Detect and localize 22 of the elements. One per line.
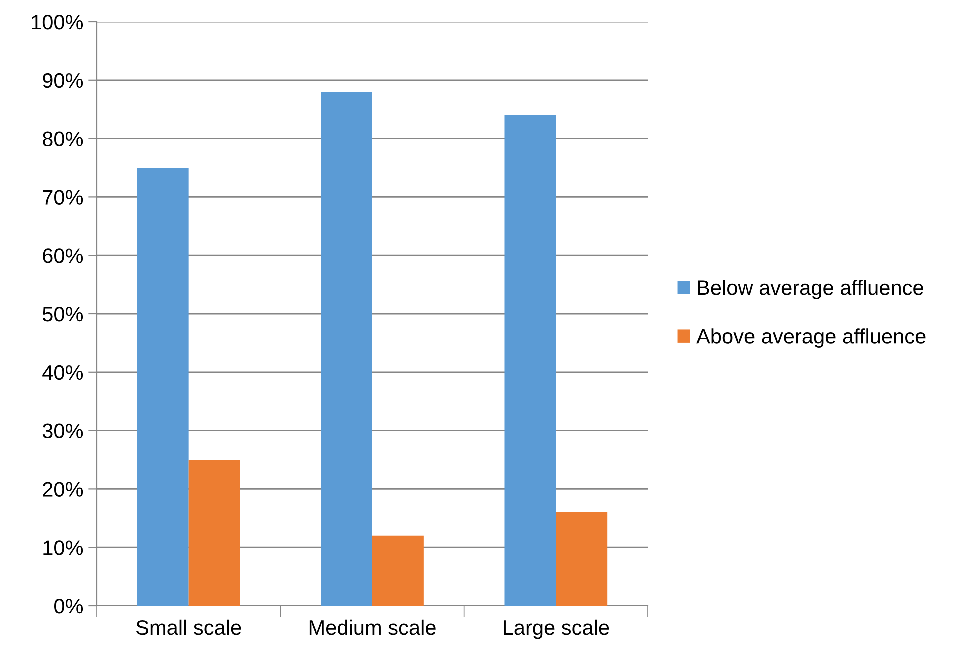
y-tick-label: 70%: [43, 190, 84, 205]
y-tick-label: 90%: [43, 73, 84, 88]
y-tick-label: 0%: [54, 599, 84, 614]
bar: [504, 115, 556, 606]
bar: [188, 460, 240, 606]
y-tick-label: 10%: [44, 540, 84, 556]
bar: [321, 92, 372, 606]
legend-label: Above average affluence: [696, 328, 926, 348]
y-tick-label: 40%: [42, 365, 84, 380]
x-tick-label: Large scale: [504, 620, 610, 640]
y-tick-label: 60%: [43, 248, 84, 264]
bar: [372, 536, 424, 606]
y-tick-label: 20%: [43, 482, 84, 497]
y-tick-label: 30%: [42, 424, 84, 439]
y-tick-label: 80%: [43, 132, 84, 147]
x-tick-label: Small scale: [136, 620, 242, 636]
bar: [556, 512, 608, 606]
y-tick-label: 100%: [32, 15, 84, 30]
y-tick-label: 50%: [42, 307, 84, 322]
bar: [137, 168, 189, 606]
x-tick-label: Medium scale: [310, 620, 436, 636]
legend-label: Below average affluence: [698, 280, 924, 300]
